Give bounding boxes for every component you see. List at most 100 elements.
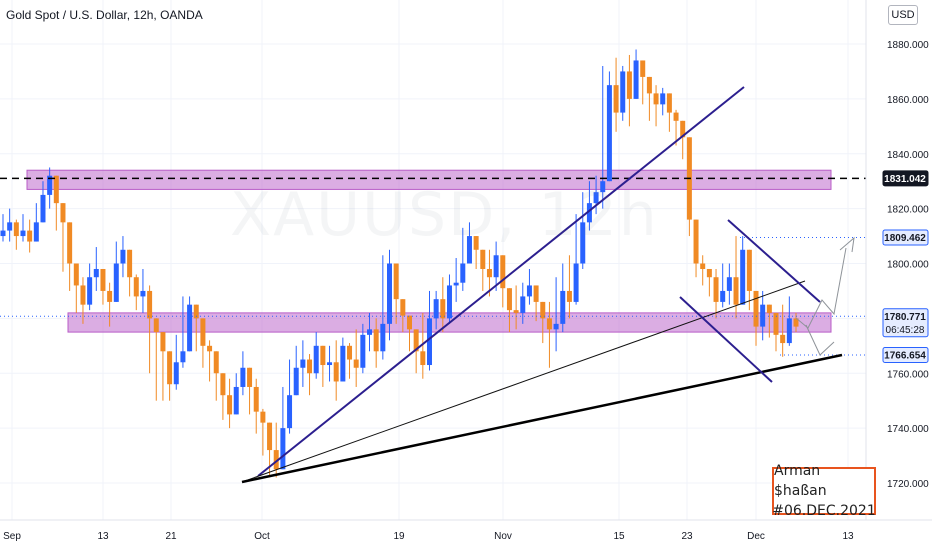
price-zone[interactable]	[26, 169, 832, 190]
candle-body	[560, 290, 566, 324]
candle-body	[720, 290, 726, 302]
candle-body	[546, 318, 552, 330]
candle-body	[406, 315, 412, 330]
channel-lower-line[interactable]	[679, 296, 773, 383]
candle-body	[27, 230, 33, 242]
candle-body	[327, 362, 333, 366]
candle-body	[167, 351, 173, 385]
candle-body	[260, 411, 266, 423]
candle-body	[267, 422, 273, 451]
candles	[0, 49, 866, 478]
price-labels: 1831.042 1809.462 1780.771 06:45:28 1766.654	[882, 170, 929, 363]
candle-body	[420, 351, 426, 366]
candle-body	[400, 299, 406, 316]
candle-body	[373, 329, 379, 352]
currency-selector[interactable]: USD	[888, 5, 918, 25]
candle-body	[486, 268, 492, 278]
candle-body	[393, 263, 399, 300]
candle-body	[553, 323, 559, 330]
candle-body	[613, 85, 619, 113]
candle-body	[520, 296, 526, 313]
candle-body	[353, 359, 359, 368]
candle-body	[440, 299, 446, 319]
candle-body	[673, 112, 679, 121]
price-label[interactable]: 1766.654	[882, 346, 929, 363]
candle-body	[626, 71, 632, 99]
candle-body	[233, 386, 239, 415]
y-tick-label: 1720.000	[887, 479, 929, 490]
candle-body	[193, 304, 199, 319]
candle-body	[73, 263, 79, 286]
candle-body	[67, 222, 73, 264]
candle-body	[480, 249, 486, 269]
candle-body	[453, 282, 459, 286]
axes: 1720.0001740.0001760.0001780.0001800.000…	[0, 0, 932, 542]
thin-trendline[interactable]	[241, 280, 806, 483]
candle-body	[0, 230, 6, 237]
candle-body	[506, 288, 512, 311]
candle-body	[253, 386, 259, 412]
candle-body	[680, 120, 686, 138]
channel-upper-line[interactable]	[727, 219, 821, 303]
candle-body	[367, 329, 373, 335]
price-label-text: 1766.654	[884, 350, 926, 361]
x-tick-label: 23	[681, 531, 693, 542]
candle-body	[53, 175, 59, 204]
price-label[interactable]: 1809.462	[882, 229, 929, 246]
candle-body	[526, 285, 532, 297]
y-tick-label: 1760.000	[887, 369, 929, 380]
price-label-box	[882, 308, 929, 338]
candle-body	[460, 263, 466, 283]
x-tick-label: 13	[97, 531, 109, 542]
x-tick-label: Nov	[494, 531, 512, 542]
candle-body	[760, 304, 766, 327]
price-label-text: 1831.042	[884, 174, 926, 185]
price-label-fill	[883, 347, 928, 363]
candle-body	[60, 203, 66, 223]
drawings	[241, 86, 855, 484]
candle-body	[247, 367, 253, 387]
candle-body	[640, 60, 646, 77]
candle-body	[533, 285, 539, 302]
candle-body	[87, 277, 93, 305]
candle-body	[593, 192, 599, 204]
uptrend-line-blue[interactable]	[257, 86, 745, 477]
candle-body	[786, 318, 792, 344]
candle-body	[746, 249, 752, 291]
candle-body	[100, 268, 106, 291]
price-label-countdown: 06:45:28	[886, 325, 925, 336]
candle-body	[706, 268, 712, 278]
candle-body	[380, 323, 386, 352]
candle-body	[446, 285, 452, 319]
candle-body	[240, 367, 246, 387]
projection-path-low	[805, 324, 835, 356]
candle-body	[300, 359, 306, 368]
candle-body	[606, 85, 612, 182]
candle-body	[133, 277, 139, 297]
candle-body	[653, 93, 659, 105]
candle-body	[287, 395, 293, 429]
projection-path	[795, 247, 847, 329]
candle-body	[773, 312, 779, 335]
candle-body	[540, 301, 546, 319]
candle-body	[693, 219, 699, 264]
y-tick-label: 1880.000	[887, 40, 929, 51]
candle-body	[173, 362, 179, 385]
candle-body	[513, 310, 519, 313]
candle-body	[180, 351, 186, 363]
candle-body	[207, 345, 213, 352]
candle-body	[600, 181, 606, 193]
candle-body	[660, 93, 666, 105]
candle-body	[387, 263, 393, 324]
candle-body	[320, 345, 326, 366]
candle-body	[187, 304, 193, 352]
candle-body	[433, 299, 439, 319]
price-label[interactable]: 1780.771 06:45:28	[882, 308, 929, 338]
thick-trendline[interactable]	[241, 353, 843, 484]
candle-body	[413, 329, 419, 352]
price-label[interactable]: 1831.042	[882, 170, 929, 187]
candle-body	[47, 175, 53, 195]
projection-arrow-head-up	[839, 236, 855, 253]
